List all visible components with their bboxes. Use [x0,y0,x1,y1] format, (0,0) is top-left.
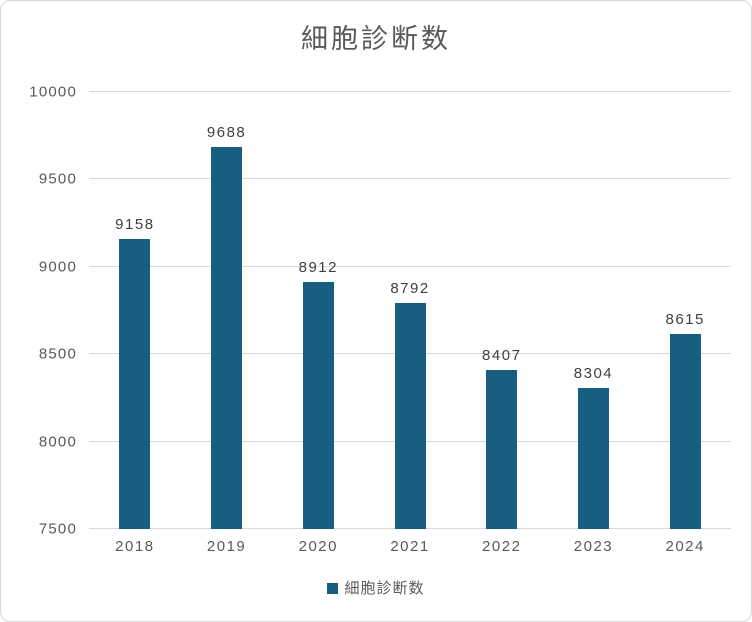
bar-slot: 8304 [548,92,640,529]
bar-slot: 8792 [364,92,456,529]
bar: 8912 [299,260,336,529]
bar: 8304 [574,366,612,529]
bar-value-label: 8792 [390,280,430,298]
bar: 8792 [390,281,428,529]
gridline [89,178,731,180]
bar: 8615 [665,312,703,529]
y-tick-label: 7500 [38,520,77,538]
y-tick-label: 9000 [38,258,77,276]
plot-area: 9158 9688 8912 8792 8407 8304 8615 [89,91,731,529]
x-tick-label: 2019 [206,538,247,555]
x-tick-label: 2023 [573,538,614,555]
x-tick-label: 2022 [482,538,522,555]
bar-value-label: 8912 [298,259,338,277]
y-axis: 7500 8000 8500 9000 9500 10000 [1,85,77,537]
y-tick-label: 10000 [29,83,77,101]
bar: 9158 [115,217,153,529]
bar-value-label: 9688 [206,123,247,141]
bar-slot: 9158 [89,92,181,529]
y-tick-label: 8500 [38,345,77,363]
bar-slot: 8912 [272,92,364,529]
x-axis: 2018 2019 2020 2021 2022 2023 2024 [89,538,731,556]
bar-slot: 8615 [639,92,731,529]
bars-row: 9158 9688 8912 8792 8407 8304 8615 [89,92,731,529]
bar-slot: 9688 [181,92,273,529]
bar-value-label: 9158 [115,216,155,234]
legend-swatch-icon [327,583,339,594]
legend: 細胞診断数 [1,581,751,596]
x-tick-label: 2024 [665,538,705,555]
gridline [89,91,731,92]
legend-label: 細胞診断数 [344,580,425,597]
gridline [89,265,731,267]
bar: 8407 [482,348,520,529]
x-tick-label: 2020 [298,538,338,555]
x-tick-label: 2018 [115,538,155,555]
bar-value-label: 8615 [665,311,705,329]
y-tick-label: 9500 [38,170,77,188]
x-tick-label: 2021 [390,538,430,555]
bar-value-label: 8304 [573,365,614,383]
y-tick-label: 8000 [38,433,77,451]
bar-value-label: 8407 [482,347,522,365]
chart-title: 細胞診断数 [301,24,451,54]
bar: 9688 [207,125,245,529]
bar-slot: 8407 [456,92,548,529]
